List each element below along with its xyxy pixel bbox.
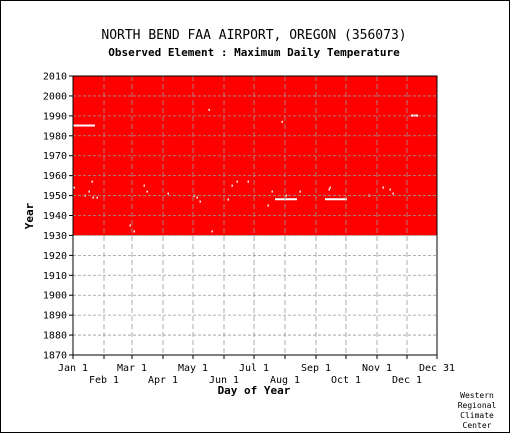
missing-data-point bbox=[285, 194, 287, 197]
y-tick-label: 1910 bbox=[43, 271, 67, 282]
missing-data-point bbox=[382, 186, 384, 189]
y-tick-label: 1990 bbox=[43, 111, 67, 122]
missing-data-point bbox=[91, 180, 93, 183]
missing-data-point bbox=[247, 180, 249, 183]
missing-data-point bbox=[267, 204, 269, 207]
y-tick-label: 1890 bbox=[43, 311, 67, 322]
missing-data-point bbox=[96, 196, 98, 199]
chart-subtitle: Observed Element : Maximum Daily Tempera… bbox=[108, 46, 400, 59]
credit-line: Center bbox=[463, 421, 492, 430]
y-tick-label: 1900 bbox=[43, 291, 67, 302]
missing-data-point bbox=[88, 190, 90, 193]
y-tick-label: 1950 bbox=[43, 191, 67, 202]
x-tick-label: May 1 bbox=[178, 363, 208, 374]
missing-data-point bbox=[329, 186, 331, 189]
x-tick-label: Dec 31 bbox=[419, 363, 455, 374]
y-tick-label: 1940 bbox=[43, 211, 67, 222]
y-tick-label: 1870 bbox=[43, 351, 67, 362]
missing-data-point bbox=[299, 190, 301, 193]
x-tick-label: Mar 1 bbox=[117, 363, 147, 374]
x-tick-label: Feb 1 bbox=[89, 375, 119, 386]
missing-data-point bbox=[133, 230, 135, 233]
chart-title: NORTH BEND FAA AIRPORT, OREGON (356073) bbox=[101, 28, 406, 43]
missing-data-point bbox=[271, 190, 273, 193]
y-tick-label: 2000 bbox=[43, 91, 67, 102]
x-tick-label: Oct 1 bbox=[331, 375, 361, 386]
y-tick-label: 1920 bbox=[43, 251, 67, 262]
x-tick-label: Jun 1 bbox=[209, 375, 239, 386]
missing-data-run bbox=[275, 198, 297, 201]
grid-layer bbox=[73, 76, 437, 355]
y-tick-label: 1880 bbox=[43, 331, 67, 342]
x-axis-label: Day of Year bbox=[218, 384, 291, 397]
credit-line: Climate bbox=[460, 411, 494, 420]
y-tick-label: 1960 bbox=[43, 171, 67, 182]
x-tick-label: Aug 1 bbox=[270, 375, 300, 386]
missing-data-point bbox=[231, 184, 233, 187]
x-tick-label: Apr 1 bbox=[148, 375, 178, 386]
y-tick-label: 1930 bbox=[43, 231, 67, 242]
x-tick-label: Sep 1 bbox=[301, 363, 331, 374]
missing-data-point bbox=[281, 120, 283, 123]
missing-data-point bbox=[129, 224, 131, 227]
missing-data-point bbox=[196, 196, 198, 199]
y-tick-label: 1970 bbox=[43, 151, 67, 162]
x-tick-label: Dec 1 bbox=[392, 375, 422, 386]
ticks-layer: 1870 1880 1890 1900 1910 1920 1930 1940 1950 1960… bbox=[43, 72, 455, 387]
missing-data-point bbox=[227, 198, 229, 201]
credit-line: Western bbox=[460, 391, 494, 400]
credit-line: Regional bbox=[458, 401, 497, 410]
missing-data-point bbox=[208, 108, 210, 111]
missing-data-point bbox=[328, 188, 330, 191]
x-tick-label: Nov 1 bbox=[362, 363, 392, 374]
x-tick-label: Jan 1 bbox=[58, 363, 88, 374]
missing-data-run bbox=[73, 124, 95, 127]
missing-data-point bbox=[167, 192, 169, 195]
missing-data-point bbox=[146, 190, 148, 193]
y-tick-label: 2010 bbox=[43, 72, 67, 83]
missing-data-run bbox=[325, 198, 347, 201]
missing-data-point bbox=[211, 230, 213, 233]
missing-data-point bbox=[389, 188, 391, 191]
missing-data-point bbox=[92, 196, 94, 199]
y-tick-label: 1980 bbox=[43, 131, 67, 142]
missing-data-point bbox=[236, 180, 238, 183]
missing-data-point bbox=[143, 184, 145, 187]
missing-data-point bbox=[392, 192, 394, 195]
x-tick-label: Jul 1 bbox=[239, 363, 269, 374]
missing-data-point bbox=[73, 186, 75, 189]
y-axis-label: Year bbox=[23, 202, 36, 229]
missing-data-point bbox=[199, 200, 201, 203]
